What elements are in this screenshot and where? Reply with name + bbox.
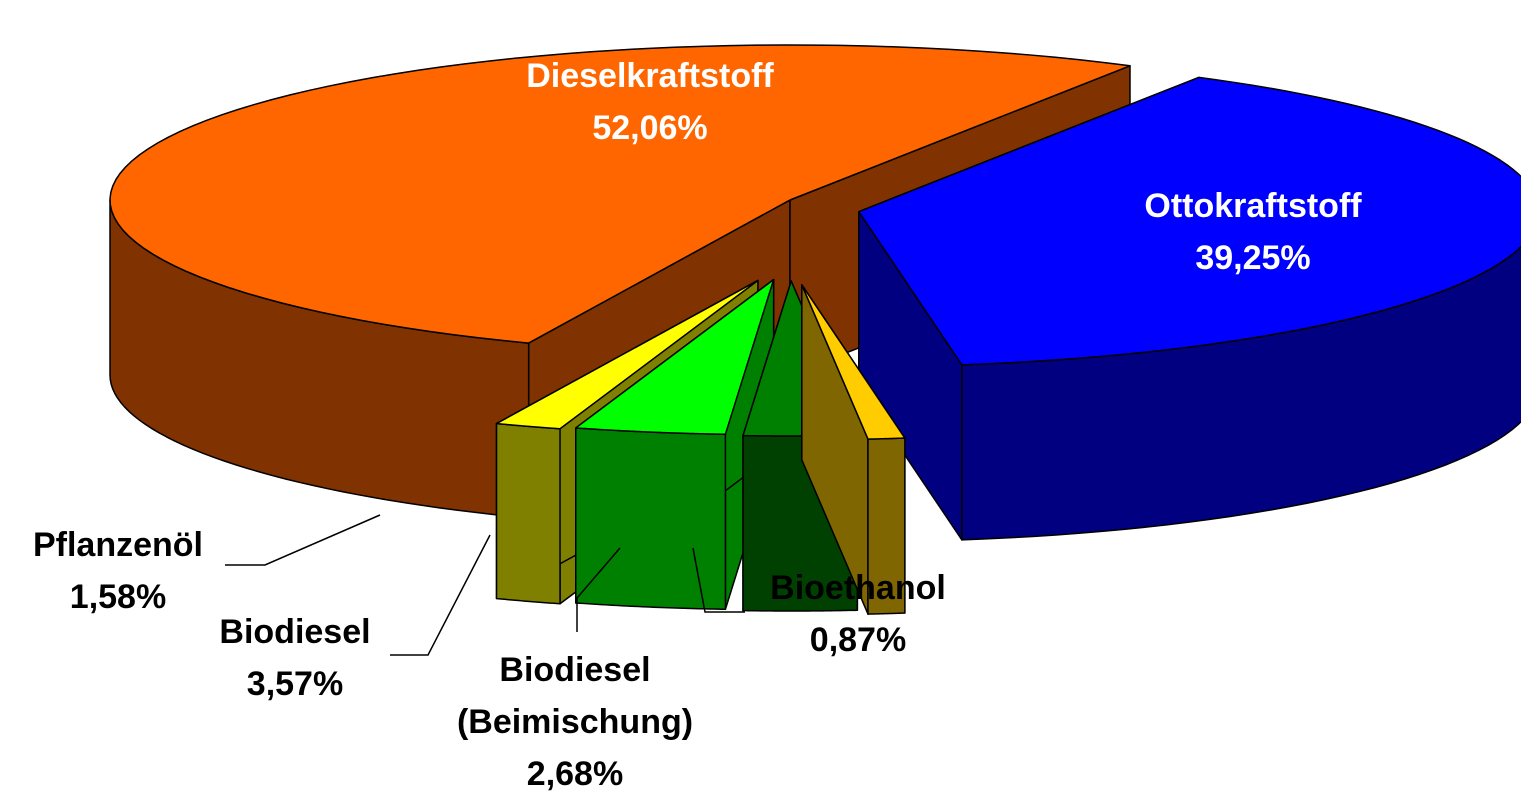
slice-label: Pflanzenöl 1,58% (33, 519, 203, 623)
slice-value: 1,58% (69, 578, 167, 616)
slice-name: Bioethanol (770, 569, 946, 607)
slice-value: 52,06% (592, 109, 708, 147)
slice-name: Biodiesel (Beimischung) (456, 651, 694, 741)
slice-name: Pflanzenöl (32, 526, 204, 564)
slice-name: Ottokraftstoff (1144, 187, 1362, 225)
slice-value: 39,25% (1195, 239, 1311, 277)
slice-label: Ottokraftstoff 39,25% (1144, 180, 1361, 284)
slice-value: 0,87% (809, 621, 907, 659)
slices (109, 44, 1521, 615)
slice-value: 3,57% (246, 665, 344, 703)
leader-line (390, 534, 491, 656)
leader-lines (225, 514, 745, 656)
slice-name: Biodiesel (219, 613, 371, 651)
leader-line (692, 547, 745, 613)
leader-line (225, 514, 381, 566)
slice (495, 279, 759, 430)
slice-wall (575, 427, 727, 611)
slice-label: Dieselkraftstoff 52,06% (526, 50, 774, 154)
slice-value: 2,68% (526, 755, 624, 793)
slice (801, 284, 906, 440)
slice (109, 44, 1131, 344)
slice (575, 278, 775, 436)
slice-wall (495, 422, 561, 605)
slice (858, 76, 1521, 366)
slice-name: Dieselkraftstoff (526, 57, 774, 95)
slice-label: Biodiesel (Beimischung) 2,68% (425, 644, 725, 800)
leader-line (576, 547, 621, 632)
slice-label: Biodiesel 3,57% (219, 606, 370, 710)
slice-label: Bioethanol 0,87% (770, 562, 946, 666)
